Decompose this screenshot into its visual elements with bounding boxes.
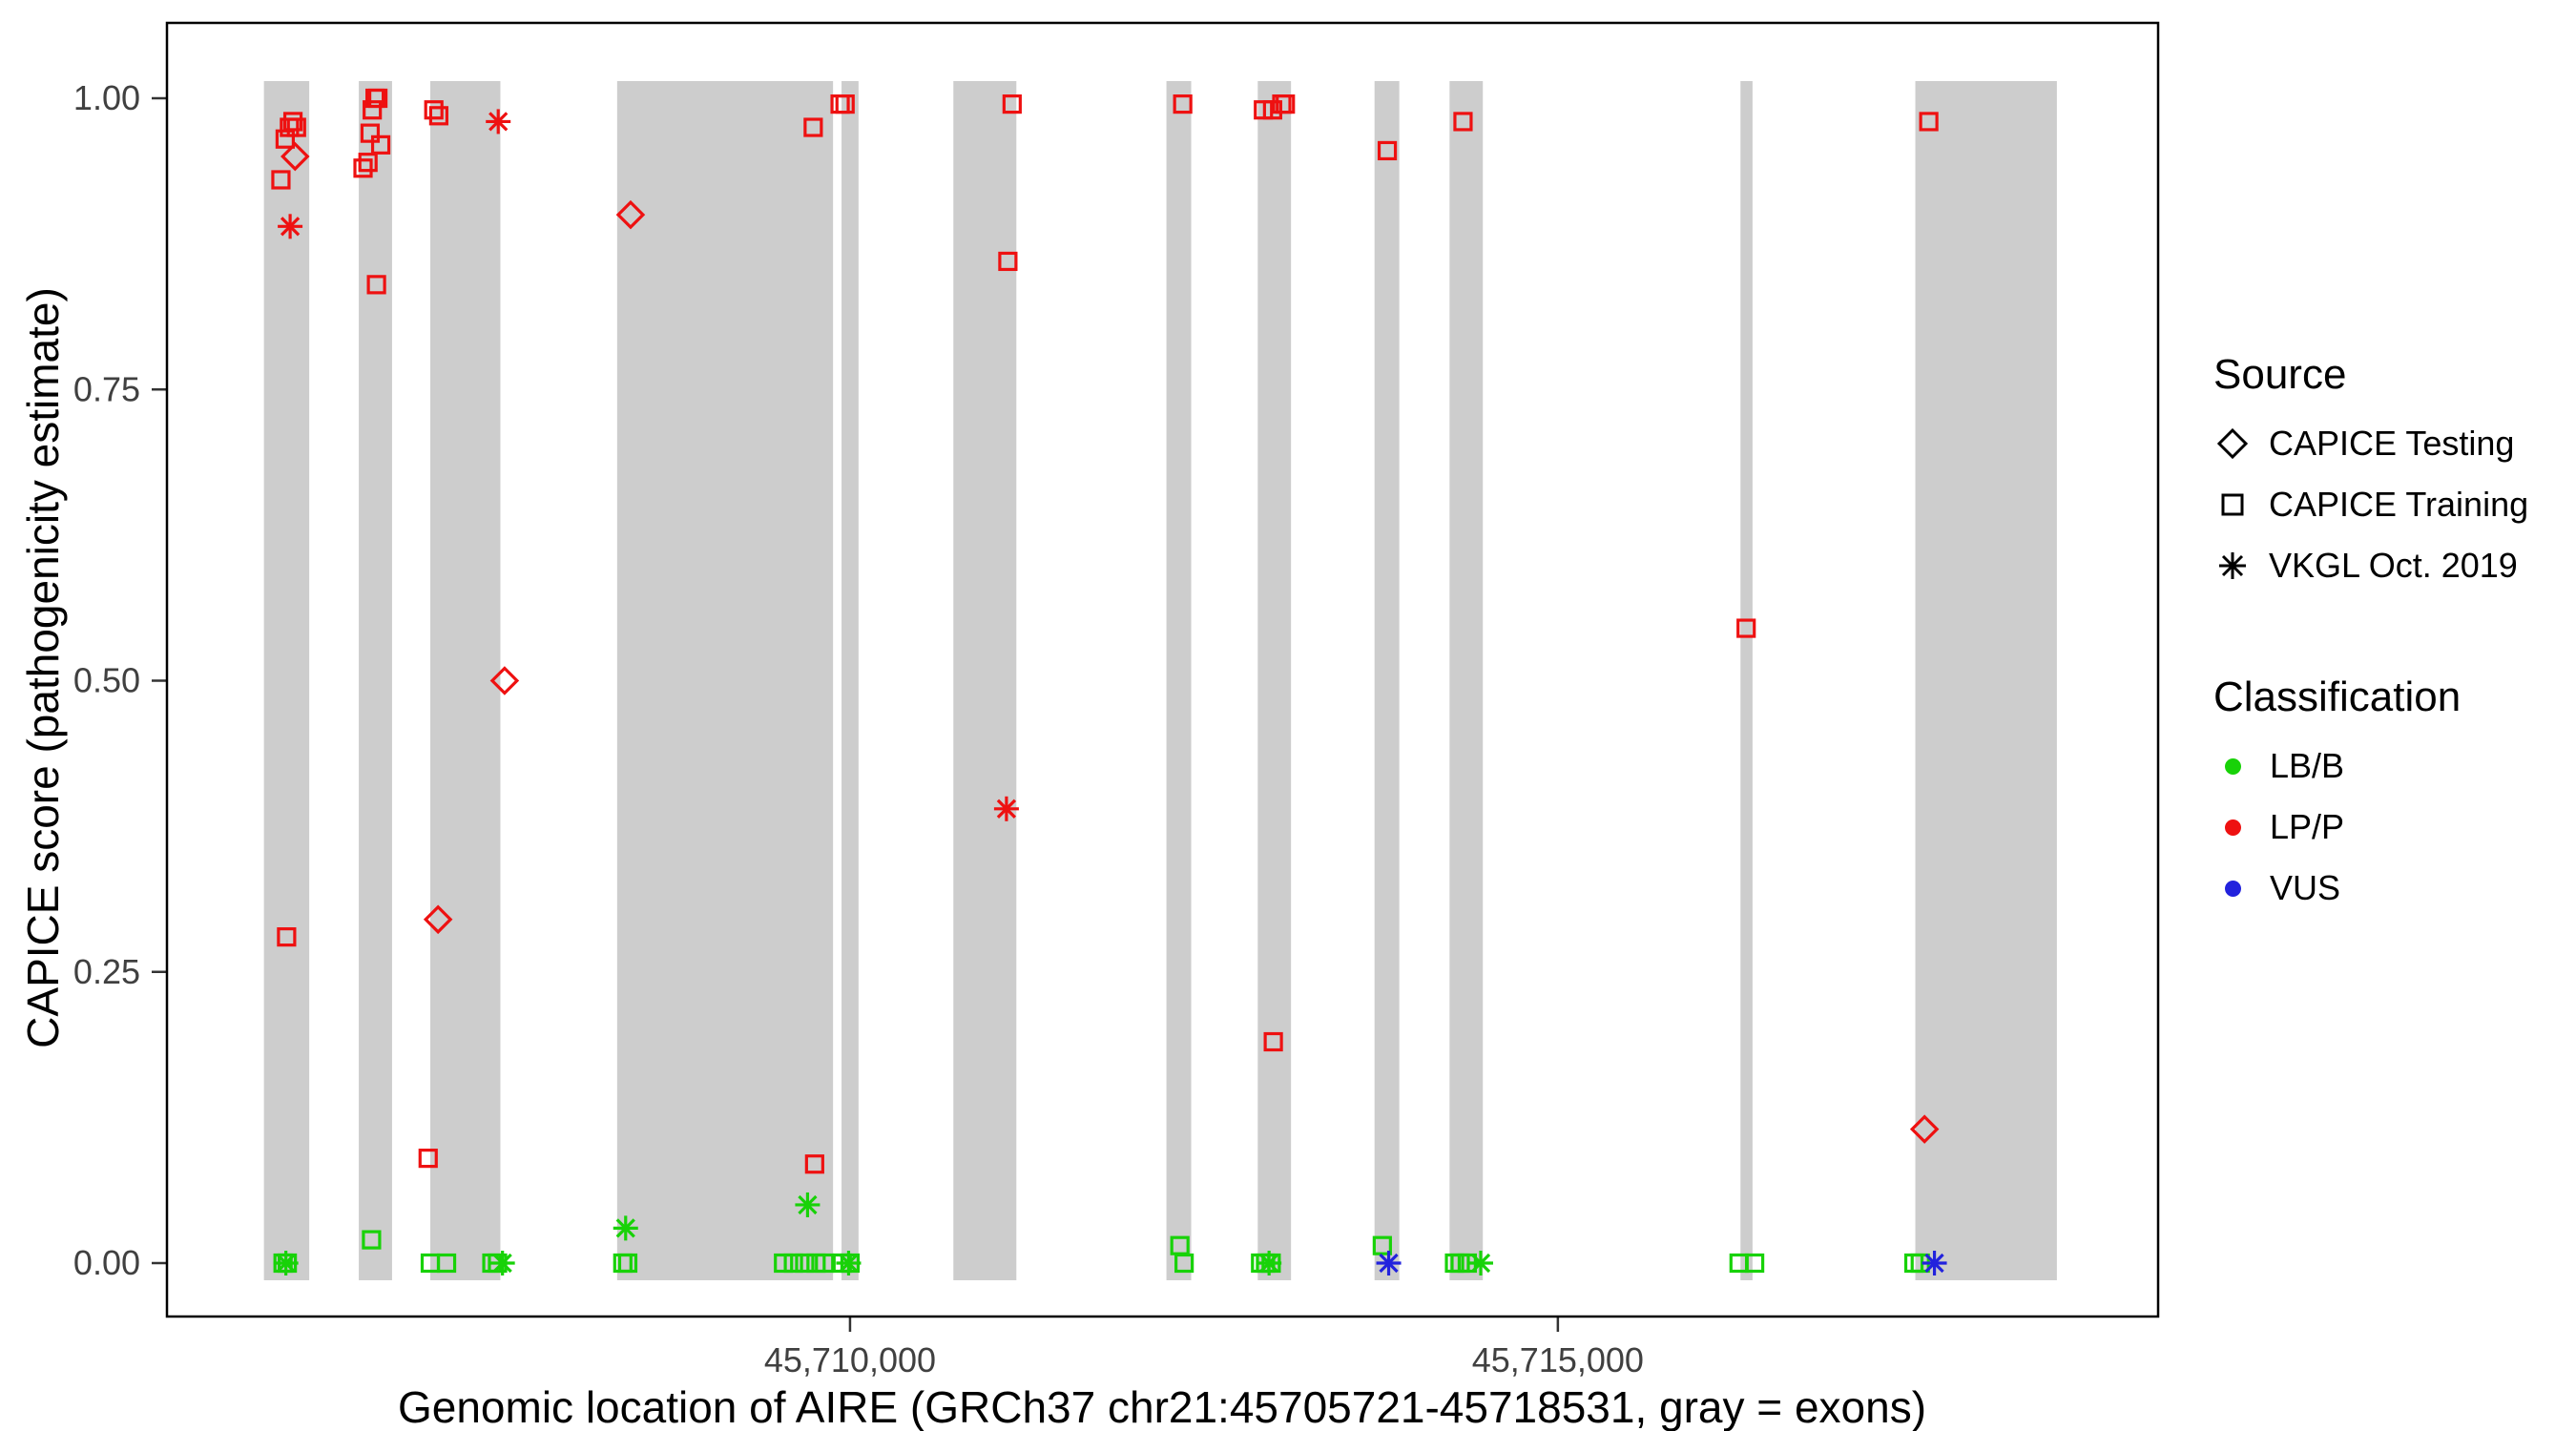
exon-band (616, 81, 834, 1280)
data-point (1745, 1253, 1765, 1274)
data-point (803, 117, 823, 137)
data-point (277, 927, 297, 947)
y-tick-label: 0.75 (73, 369, 140, 408)
data-point (795, 1253, 815, 1274)
exon-band (1740, 81, 1753, 1280)
diamond-icon (2216, 427, 2249, 460)
data-point (367, 88, 388, 109)
data-point (418, 1149, 438, 1169)
exon-band (263, 81, 310, 1280)
data-point (783, 1253, 803, 1274)
legend-item-capice-training: CAPICE Training (2213, 485, 2528, 525)
data-point (795, 1192, 821, 1217)
data-point (617, 1253, 638, 1274)
data-point (280, 141, 310, 172)
data-point (1372, 1235, 1392, 1255)
red-dot-icon (2225, 819, 2241, 836)
y-tick-label: 0.25 (73, 952, 140, 991)
x-tick-label: 45,715,000 (1472, 1340, 1644, 1379)
data-point (1002, 94, 1022, 114)
data-point (366, 275, 386, 295)
legend-item-lbb: LB/B (2213, 746, 2528, 786)
data-point (271, 170, 291, 190)
legend-spacer (2213, 607, 2528, 674)
data-point (423, 904, 453, 935)
exon-band (429, 81, 501, 1280)
data-point (489, 1251, 515, 1275)
data-point (282, 112, 303, 132)
data-point (486, 109, 511, 135)
data-point (273, 1251, 299, 1275)
data-point (1276, 94, 1296, 114)
square-icon (2221, 493, 2244, 516)
data-point (1736, 618, 1756, 638)
data-point (363, 100, 383, 120)
data-point (1467, 1251, 1493, 1275)
data-point (370, 135, 391, 155)
data-point (1173, 94, 1193, 114)
exon-band (359, 81, 392, 1280)
data-point (1909, 1114, 1940, 1144)
legend-classification-title: Classification (2213, 674, 2462, 720)
exon-band (1449, 81, 1484, 1280)
data-point (1453, 112, 1473, 132)
data-point (424, 100, 444, 120)
data-point (615, 199, 646, 230)
exon-band (1257, 81, 1292, 1280)
data-point (774, 1253, 794, 1274)
data-point (489, 666, 520, 695)
data-point (360, 123, 381, 143)
data-point (358, 153, 378, 173)
legend-label: VUS (2270, 868, 2341, 907)
legend-label: LB/B (2270, 746, 2345, 785)
data-point (993, 796, 1019, 821)
legend-item-vkgl: VKGL Oct. 2019 (2213, 546, 2528, 586)
plot-panel-border (165, 21, 2160, 1318)
blue-dot-icon (2225, 880, 2241, 897)
data-point (428, 106, 448, 126)
y-tick-label: 0.00 (73, 1243, 140, 1282)
data-point (804, 1154, 824, 1174)
y-tick-label: 1.00 (73, 78, 140, 117)
exon-band (841, 81, 859, 1280)
asterisk-icon (2219, 552, 2246, 579)
data-point (1377, 140, 1398, 161)
exon-band (953, 81, 1017, 1280)
legend-label: CAPICE Training (2269, 485, 2529, 524)
legend-source-title: Source (2213, 351, 2347, 398)
y-tick-label: 0.50 (73, 661, 140, 700)
data-point (835, 94, 855, 114)
data-point (1376, 1251, 1402, 1275)
data-point (436, 1253, 457, 1274)
legend-label: VKGL Oct. 2019 (2269, 546, 2518, 585)
legend-item-capice-testing: CAPICE Testing (2213, 424, 2528, 464)
data-point (353, 158, 373, 178)
data-point (613, 1215, 638, 1241)
data-point (362, 1230, 382, 1250)
data-point (1174, 1253, 1195, 1274)
exon-band (1915, 81, 2057, 1280)
legend-item-lpp: LP/P (2213, 807, 2528, 847)
data-point (998, 251, 1018, 272)
legend-item-vus: VUS (2213, 868, 2528, 908)
data-point (1919, 112, 1939, 132)
x-tick-label: 45,710,000 (764, 1340, 936, 1379)
legend-label: LP/P (2270, 807, 2345, 846)
exon-band (1374, 81, 1400, 1280)
legend: Source CAPICE Testing CAPICE Training (2213, 351, 2528, 929)
legend-label: CAPICE Testing (2269, 424, 2515, 463)
data-point (1257, 1251, 1282, 1275)
data-point (836, 1251, 862, 1275)
x-axis-label: Genomic location of AIRE (GRCh37 chr21:4… (397, 1382, 1927, 1431)
data-point (278, 214, 303, 239)
data-point (1263, 1031, 1283, 1052)
y-axis-label: CAPICE score (pathogenicity estimate) (18, 287, 68, 1048)
data-point (1922, 1251, 1947, 1275)
data-point (286, 117, 306, 137)
exon-band (1166, 81, 1192, 1280)
green-dot-icon (2225, 757, 2241, 775)
